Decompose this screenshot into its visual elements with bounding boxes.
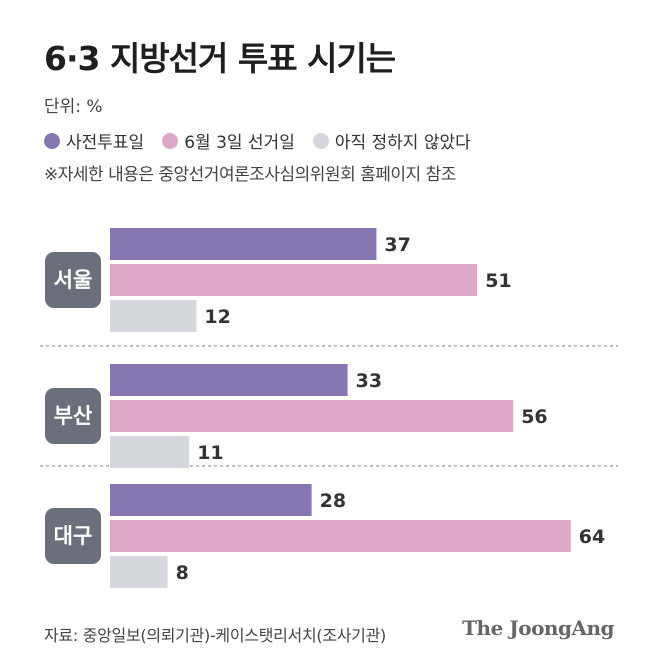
region-label: 서울 — [54, 268, 93, 292]
bar — [110, 520, 571, 552]
legend-item-undecided: 아직 정하지 않았다 — [312, 128, 471, 153]
region-label-box — [45, 252, 101, 308]
legend: 사전투표일 6월 3일 선거일 아직 정하지 않았다 — [44, 128, 489, 153]
data-label: 8 — [176, 562, 189, 584]
bar-chart: 서울 37 51 12 부산 33 56 11 대구 28 64 8 — [40, 228, 618, 588]
legend-dot-icon — [44, 132, 60, 149]
data-label: 56 — [521, 406, 547, 428]
source-credit: 자료: 중앙일보(의뢰기관)-케이스탯리서치(조사기관) — [44, 626, 386, 645]
region-label: 대구 — [54, 524, 93, 548]
data-label: 37 — [384, 234, 410, 256]
bar — [110, 484, 312, 516]
legend-label: 사전투표일 — [66, 133, 145, 153]
data-label: 33 — [356, 370, 382, 392]
data-label: 51 — [485, 270, 511, 292]
legend-dot-icon — [162, 132, 179, 149]
data-label: 28 — [320, 490, 346, 512]
chart-title: 6·3 지방선거 투표 시기는 — [44, 39, 396, 78]
bar — [110, 264, 478, 296]
brand-logo: The JoongAng — [462, 616, 614, 640]
data-label: 64 — [579, 526, 605, 548]
legend-dot-icon — [312, 132, 329, 149]
bar — [110, 436, 190, 468]
bar — [110, 300, 197, 332]
bar — [110, 364, 348, 396]
reference-note: ※자세한 내용은 중앙선거여론조사심의위원회 홈페이지 참조 — [44, 165, 456, 185]
legend-item-early-voting: 사전투표일 — [44, 128, 144, 153]
unit-label: 단위: % — [44, 97, 103, 117]
bar — [110, 400, 514, 432]
bar — [110, 556, 168, 588]
legend-label: 6월 3일 선거일 — [184, 133, 295, 153]
region-label: 부산 — [54, 404, 93, 428]
legend-label: 아직 정하지 않았다 — [334, 133, 471, 153]
bar — [110, 228, 377, 260]
region-label-box — [45, 508, 101, 564]
legend-item-election-day: 6월 3일 선거일 — [162, 128, 295, 153]
region-label-box — [45, 388, 101, 444]
data-label: 12 — [204, 306, 230, 328]
data-label: 11 — [197, 442, 223, 464]
